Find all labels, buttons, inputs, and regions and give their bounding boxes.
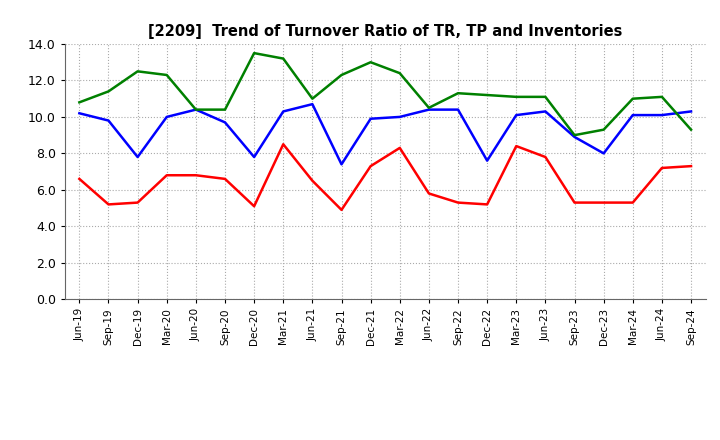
Trade Payables [163, 114, 171, 120]
Inventories [133, 69, 142, 74]
Trade Payables [454, 107, 462, 112]
Trade Receivables [483, 202, 492, 207]
Trade Payables [220, 120, 229, 125]
Trade Receivables [104, 202, 113, 207]
Trade Payables [395, 114, 404, 120]
Inventories [250, 51, 258, 56]
Trade Payables [599, 151, 608, 156]
Trade Payables [657, 113, 666, 118]
Inventories [454, 91, 462, 96]
Line: Trade Receivables: Trade Receivables [79, 144, 691, 210]
Inventories [163, 72, 171, 77]
Trade Payables [250, 154, 258, 160]
Trade Payables [570, 134, 579, 139]
Trade Receivables [163, 172, 171, 178]
Legend: Trade Receivables, Trade Payables, Inventories: Trade Receivables, Trade Payables, Inven… [161, 438, 610, 440]
Inventories [279, 56, 287, 61]
Inventories [657, 94, 666, 99]
Trade Receivables [629, 200, 637, 205]
Trade Receivables [541, 154, 550, 160]
Trade Receivables [657, 165, 666, 171]
Trade Receivables [250, 204, 258, 209]
Trade Payables [483, 158, 492, 163]
Inventories [570, 132, 579, 138]
Inventories [192, 107, 200, 112]
Trade Receivables [512, 143, 521, 149]
Trade Payables [104, 118, 113, 123]
Line: Inventories: Inventories [79, 53, 691, 135]
Trade Receivables [366, 164, 375, 169]
Trade Payables [133, 154, 142, 160]
Inventories [220, 107, 229, 112]
Trade Payables [75, 110, 84, 116]
Trade Receivables [599, 200, 608, 205]
Trade Payables [337, 161, 346, 167]
Inventories [483, 92, 492, 98]
Trade Payables [192, 107, 200, 112]
Trade Receivables [337, 207, 346, 213]
Trade Receivables [454, 200, 462, 205]
Trade Payables [541, 109, 550, 114]
Title: [2209]  Trend of Turnover Ratio of TR, TP and Inventories: [2209] Trend of Turnover Ratio of TR, TP… [148, 24, 622, 39]
Inventories [599, 127, 608, 132]
Trade Payables [366, 116, 375, 121]
Inventories [629, 96, 637, 101]
Trade Receivables [308, 178, 317, 183]
Trade Payables [687, 109, 696, 114]
Trade Payables [512, 113, 521, 118]
Trade Receivables [570, 200, 579, 205]
Inventories [512, 94, 521, 99]
Inventories [104, 89, 113, 94]
Trade Receivables [687, 164, 696, 169]
Inventories [541, 94, 550, 99]
Trade Receivables [395, 145, 404, 150]
Trade Payables [629, 113, 637, 118]
Trade Receivables [75, 176, 84, 182]
Inventories [366, 59, 375, 65]
Trade Receivables [133, 200, 142, 205]
Trade Payables [279, 109, 287, 114]
Trade Receivables [220, 176, 229, 182]
Inventories [425, 105, 433, 110]
Trade Receivables [192, 172, 200, 178]
Line: Trade Payables: Trade Payables [79, 104, 691, 164]
Trade Receivables [425, 191, 433, 196]
Inventories [308, 96, 317, 101]
Inventories [75, 100, 84, 105]
Inventories [687, 127, 696, 132]
Trade Payables [425, 107, 433, 112]
Inventories [337, 72, 346, 77]
Inventories [395, 70, 404, 76]
Trade Receivables [279, 142, 287, 147]
Trade Payables [308, 102, 317, 107]
